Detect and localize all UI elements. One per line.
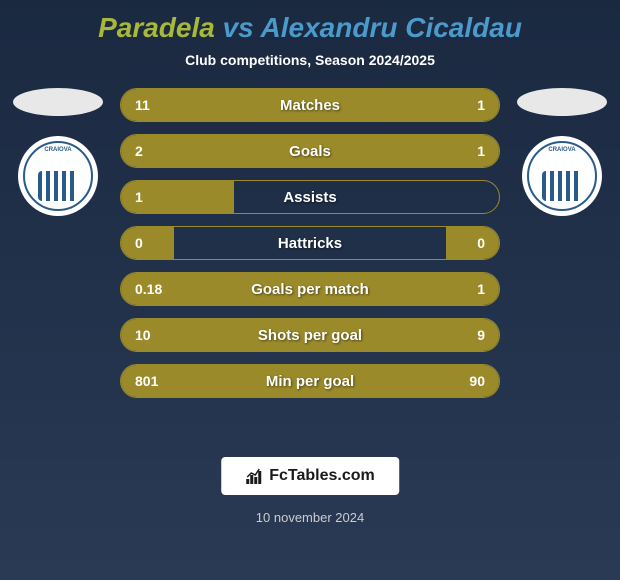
player1-name: Paradela	[98, 12, 215, 43]
vs-text: vs	[223, 12, 254, 43]
stat-bar-goals-per-match: 0.18Goals per match1	[120, 272, 500, 306]
stat-label: Goals per match	[251, 281, 369, 298]
player2-column: CRAIOVA	[512, 88, 612, 216]
player1-column: CRAIOVA	[8, 88, 108, 216]
stat-label: Matches	[280, 97, 340, 114]
stat-left-value: 10	[121, 319, 234, 351]
stat-label: Hattricks	[278, 235, 342, 252]
stat-bar-min-per-goal: 801Min per goal90	[120, 364, 500, 398]
stat-right-value: 1	[386, 89, 499, 121]
stat-label: Shots per goal	[258, 327, 362, 344]
player1-photo-placeholder	[13, 88, 103, 116]
content-area: CRAIOVA 11Matches12Goals11Assists0Hattri…	[0, 88, 620, 398]
stat-bar-goals: 2Goals1	[120, 134, 500, 168]
badge-text-2: CRAIOVA	[548, 147, 575, 153]
stat-bar-hattricks: 0 Hattricks 0	[120, 226, 500, 260]
stat-left-value: 0.18	[121, 273, 181, 305]
player2-photo-placeholder	[517, 88, 607, 116]
stat-label: Min per goal	[266, 373, 354, 390]
chart-icon	[245, 467, 263, 485]
stat-bar-matches: 11Matches 1	[120, 88, 500, 122]
stat-left-value: 1	[121, 181, 234, 213]
badge-text-1: CRAIOVA	[44, 147, 71, 153]
stat-bar-assists: 1 Assists	[120, 180, 500, 214]
stat-left-value: 0	[121, 227, 174, 259]
date-text: 10 november 2024	[256, 510, 364, 525]
player1-team-badge: CRAIOVA	[18, 136, 98, 216]
watermark: FcTables.com	[221, 457, 399, 495]
subtitle: Club competitions, Season 2024/2025	[0, 52, 620, 68]
stat-left-value: 11	[121, 89, 386, 121]
stats-column: 11Matches12Goals11Assists0Hattricks00.18…	[120, 88, 500, 398]
stat-bar-shots-per-goal: 10Shots per goal9	[120, 318, 500, 352]
stat-left-value: 801	[121, 365, 204, 397]
stat-right-value: 0	[446, 227, 499, 259]
header: Paradela vs Alexandru Cicaldau Club comp…	[0, 0, 620, 68]
comparison-title: Paradela vs Alexandru Cicaldau	[0, 12, 620, 44]
stat-left-value: 2	[121, 135, 272, 167]
badge-stripes-2	[542, 171, 582, 201]
badge-stripes-1	[38, 171, 78, 201]
stat-label: Assists	[283, 189, 336, 206]
watermark-text: FcTables.com	[269, 467, 375, 485]
player2-team-badge: CRAIOVA	[522, 136, 602, 216]
stat-label: Goals	[289, 143, 331, 160]
player2-name: Alexandru Cicaldau	[261, 12, 522, 43]
